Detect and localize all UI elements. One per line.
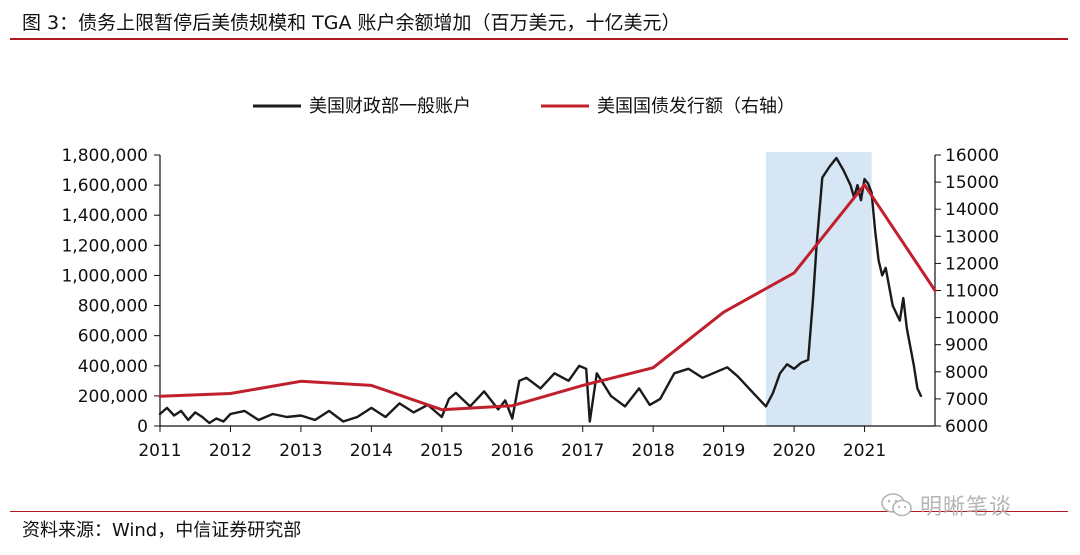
x-tick-label: 2016 xyxy=(491,441,534,461)
left-tick-label: 1,800,000 xyxy=(61,146,148,166)
right-tick-label: 8000 xyxy=(945,363,988,383)
wechat-icon xyxy=(881,493,912,517)
right-tick-label: 10000 xyxy=(945,309,999,329)
x-tick-label: 2014 xyxy=(350,441,393,461)
watermark-text: 明晰笔谈 xyxy=(920,495,1013,520)
left-tick-label: 400,000 xyxy=(78,357,148,377)
x-tick-label: 2021 xyxy=(843,441,886,461)
right-tick-label: 14000 xyxy=(945,200,999,220)
right-tick-label: 11000 xyxy=(945,282,999,302)
series-line-tga xyxy=(158,156,923,425)
right-tick-label: 6000 xyxy=(945,417,988,437)
legend-label-debt: 美国国债发行额（右轴） xyxy=(597,96,795,117)
footer-divider xyxy=(10,511,1068,512)
x-tick-label: 2012 xyxy=(209,441,252,461)
left-tick-label: 0 xyxy=(137,417,148,437)
series-line-debt xyxy=(158,183,937,412)
figure-title: 图 3：债务上限暂停后美债规模和 TGA 账户余额增加（百万美元，十亿美元） xyxy=(22,12,681,34)
right-tick-label: 9000 xyxy=(945,336,988,356)
chart-axes: 0 200,000 400,000 600,000 800,000 1,000,000 1,… xyxy=(61,146,999,461)
x-tick-label: 2011 xyxy=(138,441,181,461)
left-tick-label: 1,400,000 xyxy=(61,206,148,226)
source-note: 资料来源：Wind，中信证券研究部 xyxy=(22,520,302,541)
x-tick-label: 2017 xyxy=(561,441,604,461)
right-tick-label: 7000 xyxy=(945,390,988,410)
right-tick-label: 12000 xyxy=(945,254,999,274)
chart-lines xyxy=(158,156,937,425)
left-tick-label: 1,000,000 xyxy=(61,266,148,286)
figure-header: 图 3：债务上限暂停后美债规模和 TGA 账户余额增加（百万美元，十亿美元） xyxy=(10,8,1068,40)
right-tick-label: 15000 xyxy=(945,173,999,193)
left-tick-label: 200,000 xyxy=(78,387,148,407)
right-tick-label: 16000 xyxy=(945,146,999,166)
x-tick-label: 2020 xyxy=(772,441,815,461)
x-tick-label: 2015 xyxy=(420,441,463,461)
chart-legend: 美国财政部一般账户 美国国债发行额（右轴） xyxy=(253,96,795,117)
x-tick-label: 2018 xyxy=(632,441,675,461)
left-tick-label: 1,200,000 xyxy=(61,236,148,256)
x-tick-label: 2019 xyxy=(702,441,745,461)
left-tick-label: 800,000 xyxy=(78,297,148,317)
x-tick-label: 2013 xyxy=(279,441,322,461)
watermark: 明晰笔谈 xyxy=(880,490,1012,520)
left-tick-label: 600,000 xyxy=(78,327,148,347)
legend-label-tga: 美国财政部一般账户 xyxy=(309,96,471,117)
left-tick-label: 1,600,000 xyxy=(61,176,148,196)
right-tick-label: 13000 xyxy=(945,227,999,247)
